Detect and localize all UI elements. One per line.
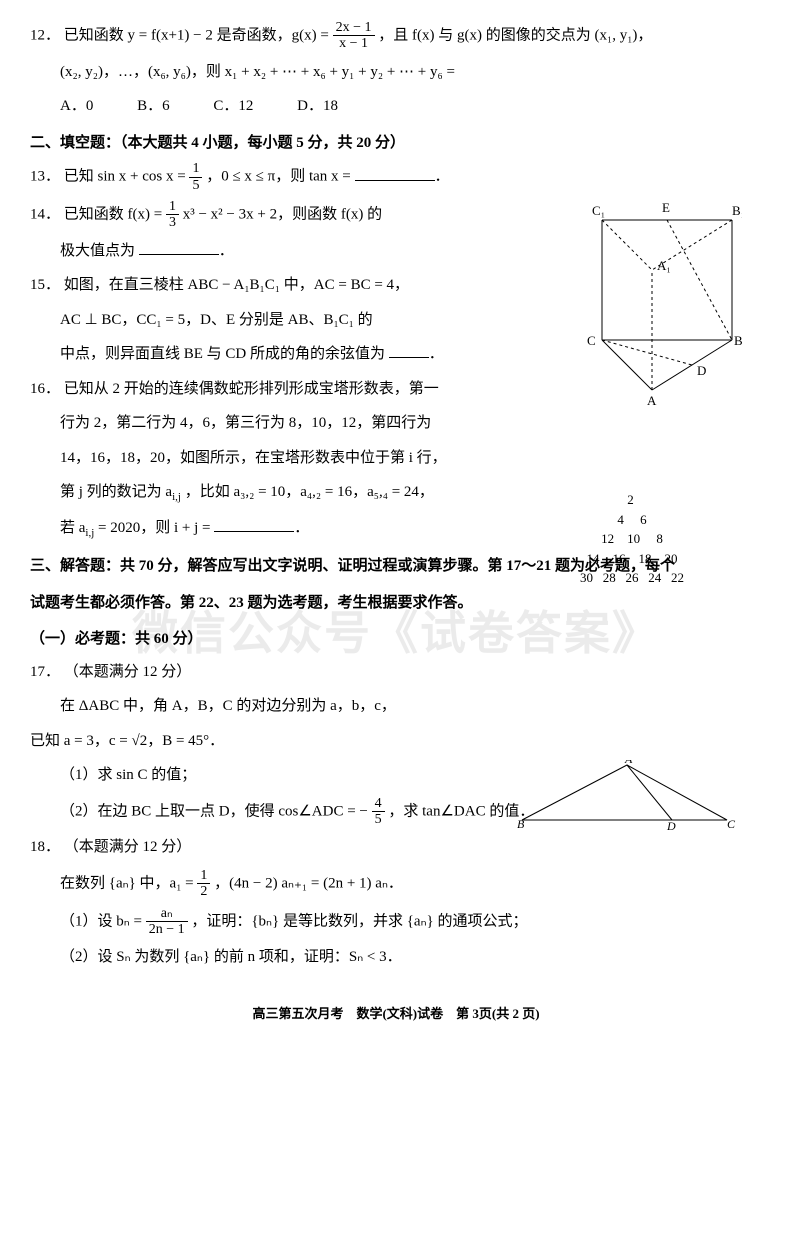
q17-l2: 已知 a = 3，c = √2，B = 45°． xyxy=(30,727,762,756)
question-18: 18． （本题满分 12 分） xyxy=(30,833,762,862)
row: 30 28 26 24 22 xyxy=(532,568,732,588)
page-body: 12． 已知函数 y = f(x+1) − 2 是奇函数，g(x) = 2x −… xyxy=(30,20,762,1027)
frac-den: 5 xyxy=(372,812,385,827)
q17-num: 17． xyxy=(30,664,60,680)
t: ，求 tan∠DAC 的值． xyxy=(388,803,534,819)
q13-num: 13． xyxy=(30,169,60,185)
q18-p1: （1）设 bₙ = aₙ 2n − 1 ，证明：{bₙ} 是等比数列，并求 {a… xyxy=(60,906,762,938)
blank xyxy=(389,342,429,358)
q16-l3: 14，16，18，20，如图所示，在宝塔形数表中位于第 i 行， xyxy=(60,444,762,473)
frac-gx: 2x − 1 x − 1 xyxy=(333,20,375,52)
q15-l3: 中点，则异面直线 BE 与 CD 所成的角的余弦值为 xyxy=(60,346,385,362)
t: 第 j 列的数记为 a xyxy=(60,484,172,500)
t: 在数列 {aₙ} 中，a₁ = xyxy=(60,875,197,891)
q18-l1: 在数列 {aₙ} 中，a₁ = 1 2 ，(4n − 2) aₙ₊₁ = (2n… xyxy=(60,868,762,900)
frac-12: 1 2 xyxy=(197,868,210,900)
frac-num: 1 xyxy=(166,199,179,215)
t: 若 a xyxy=(60,520,85,536)
blank xyxy=(214,516,294,532)
t: ，比如 a₃,₂ = 10，a₄,₂ = 16，a₅,₄ = 24， xyxy=(185,484,434,500)
q17-l1: 在 ΔABC 中，角 A，B，C 的对边分别为 a，b，c， xyxy=(60,692,762,721)
row: 4 6 xyxy=(532,510,732,530)
frac-num: 2x − 1 xyxy=(333,20,375,36)
frac-num: aₙ xyxy=(146,906,188,922)
t: ，(4n − 2) aₙ₊₁ = (2n + 1) aₙ． xyxy=(214,875,403,891)
q16-l2: 行为 2，第二行为 4，6，第三行为 8，10，12，第四行为 xyxy=(60,409,762,438)
row: 12 10 8 xyxy=(532,529,732,549)
q14-b: x³ − x² − 3x + 2，则函数 f(x) 的 xyxy=(183,206,382,222)
q15-l1: 如图，在直三棱柱 ABC − A₁B₁C₁ 中，AC = BC = 4， xyxy=(64,277,409,293)
opt-d: D．18 xyxy=(297,92,338,121)
pagoda-figure: 2 4 6 12 10 8 14 16 18 20 30 28 26 24 22 xyxy=(532,490,732,588)
frac-den: x − 1 xyxy=(333,36,375,51)
question-13: 13． 已知 sin x + cos x = 1 5 ，0 ≤ x ≤ π，则 … xyxy=(30,161,762,193)
label-E: E xyxy=(662,200,670,215)
section-3-title-b: 试题考生都必须作答。第 22、23 题为选考题，考生根据要求作答。 xyxy=(30,589,762,618)
frac-num: 1 xyxy=(197,868,210,884)
label-C1: C₁ xyxy=(592,203,605,218)
opt-b: B．6 xyxy=(137,92,170,121)
row: 2 xyxy=(532,490,732,510)
label-D: D xyxy=(697,363,706,378)
q12-num: 12． xyxy=(30,27,60,43)
label-A1: A₁ xyxy=(657,258,671,273)
prism-figure: C₁ E B₁ A₁ C B D A xyxy=(582,190,742,410)
frac-num: 1 xyxy=(189,161,202,177)
q18-p2: （2）设 Sₙ 为数列 {aₙ} 的前 n 项和，证明：Sₙ < 3． xyxy=(60,943,762,972)
q12-options: A．0 B．6 C．12 D．18 xyxy=(60,92,762,121)
q12-line2: (x₂, y₂)，…，(x₆, y₆)，则 x₁ + x₂ + ⋯ + x₆ +… xyxy=(60,58,762,87)
opt-c: C．12 xyxy=(213,92,253,121)
question-12: 12． 已知函数 y = f(x+1) − 2 是奇函数，g(x) = 2x −… xyxy=(30,20,762,52)
frac-den: 3 xyxy=(166,215,179,230)
q15-num: 15． xyxy=(30,277,60,293)
frac-bn: aₙ 2n − 1 xyxy=(146,906,188,938)
frac-num: 4 xyxy=(372,796,385,812)
blank xyxy=(355,165,435,181)
q12-text: 已知函数 y = f(x+1) − 2 是奇函数，g(x) = xyxy=(64,27,333,43)
frac-13: 1 3 xyxy=(166,199,179,231)
label-A: A xyxy=(647,393,657,408)
q14-l2text: 极大值点为 xyxy=(60,243,135,259)
frac-den: 2n − 1 xyxy=(146,922,188,937)
q12-text2: ，且 f(x) 与 g(x) 的图像的交点为 (x₁, y₁)， xyxy=(378,27,652,43)
t: ，证明：{bₙ} 是等比数列，并求 {aₙ} 的通项公式； xyxy=(191,913,527,929)
frac-15: 1 5 xyxy=(189,161,202,193)
q13-b: ，0 ≤ x ≤ π，则 tan x = xyxy=(206,169,354,185)
q16-num: 16． xyxy=(30,381,60,397)
opt-a: A．0 xyxy=(60,92,93,121)
triangle-figure: A B D C xyxy=(517,760,737,830)
q14-a: 已知函数 f(x) = xyxy=(64,206,166,222)
label-C: C xyxy=(587,333,596,348)
frac-45: 4 5 xyxy=(372,796,385,828)
row: 14 16 18 20 xyxy=(532,549,732,569)
t: （2）在边 BC 上取一点 D，使得 cos∠ADC = − xyxy=(60,803,372,819)
q18-pts: （本题满分 12 分） xyxy=(64,839,192,855)
label-B: B xyxy=(517,817,525,830)
q13-a: 已知 sin x + cos x = xyxy=(64,169,190,185)
q18-num: 18． xyxy=(30,839,60,855)
label-B: B xyxy=(734,333,742,348)
t: = 2020，则 i + j = xyxy=(98,520,210,536)
q16-l1: 已知从 2 开始的连续偶数蛇形排列形成宝塔形数表，第一 xyxy=(64,381,439,397)
q14-num: 14． xyxy=(30,206,60,222)
label-B1: B₁ xyxy=(732,203,742,218)
q17-pts: （本题满分 12 分） xyxy=(64,664,192,680)
section-3c: （一）必考题：共 60 分） xyxy=(30,625,762,654)
label-D: D xyxy=(666,819,676,830)
blank xyxy=(139,239,219,255)
question-17: 17． （本题满分 12 分） xyxy=(30,658,762,687)
frac-den: 2 xyxy=(197,884,210,899)
t: （1）设 bₙ = xyxy=(60,913,146,929)
label-C: C xyxy=(727,817,736,830)
section-2-title: 二、填空题：（本大题共 4 小题，每小题 5 分，共 20 分） xyxy=(30,129,762,158)
frac-den: 5 xyxy=(189,178,202,193)
label-A: A xyxy=(624,760,633,766)
page-footer: 高三第五次月考 数学(文科)试卷 第 3页(共 2 页) xyxy=(30,1002,762,1027)
